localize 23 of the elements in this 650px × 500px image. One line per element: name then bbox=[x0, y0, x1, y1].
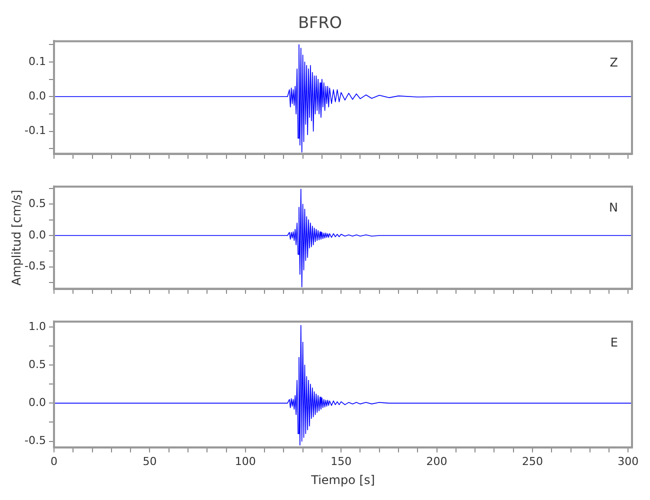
x-axis-title: Tiempo [s] bbox=[310, 472, 375, 487]
y-tick-label: 0.0 bbox=[28, 228, 46, 242]
y-tick-label: -0.5 bbox=[24, 260, 46, 273]
y-tick-label: -0.1 bbox=[24, 124, 46, 138]
y-tick-label: 0.1 bbox=[28, 54, 46, 68]
x-tick-label: 300 bbox=[618, 454, 639, 468]
y-tick-label: 0.5 bbox=[28, 197, 46, 210]
y-tick-label: 0.5 bbox=[28, 358, 46, 371]
y-axis-title: Amplitud [cm/s] bbox=[9, 190, 24, 286]
x-tick-label: 100 bbox=[234, 454, 256, 468]
x-tick-label: 200 bbox=[426, 454, 448, 468]
annotation: Z bbox=[610, 55, 618, 70]
y-tick-label: 0.0 bbox=[28, 396, 46, 410]
x-tick-label: 0 bbox=[50, 454, 58, 468]
y-tick-label: -0.5 bbox=[24, 434, 46, 448]
y-tick-label: 1.0 bbox=[28, 320, 46, 333]
x-tick-label: 50 bbox=[142, 454, 157, 468]
y-tick-label: 0.0 bbox=[28, 89, 46, 102]
x-tick-label: 250 bbox=[522, 454, 543, 468]
chart-title: BFRO bbox=[298, 12, 342, 32]
annotation: N bbox=[609, 200, 618, 215]
annotation: E bbox=[610, 336, 618, 350]
x-tick-label: 150 bbox=[330, 454, 352, 468]
